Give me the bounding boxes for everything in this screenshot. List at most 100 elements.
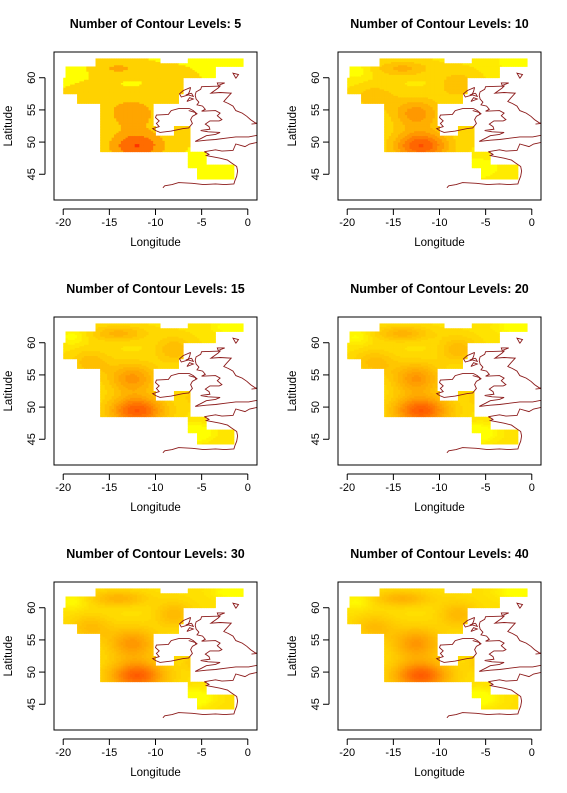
plot-frame [337,581,542,731]
x-tick-label: 0 [245,747,251,759]
x-axis-label: Longitude [130,767,181,779]
x-axis-label: Longitude [414,502,465,514]
x-axis-label: Longitude [414,767,465,779]
x-tick-label: 0 [529,747,535,759]
contour-panel-10: -20 -15 -10 -5 0 45 50 55 60 Number of Contour Le… [287,17,542,249]
x-tick-label: -20 [55,747,71,759]
y-axis: 45 50 55 60 [26,602,46,710]
y-tick-label: 55 [26,369,38,381]
y-tick-label: 55 [26,634,38,646]
x-tick-label: -15 [385,482,401,494]
x-tick-label: 0 [245,217,251,229]
y-tick-label: 60 [310,602,322,614]
x-tick-label: -15 [385,217,401,229]
x-axis: -20 -15 -10 -5 0 [339,208,535,229]
y-tick-label: 60 [310,337,322,349]
coastline [435,72,541,189]
plot-frame [53,581,258,731]
contour-panel-40: -20 -15 -10 -5 0 45 50 55 60 Number of Contour Le… [287,547,542,779]
plot-frame [337,316,542,466]
contour-fill [63,323,257,454]
x-tick-label: -20 [339,747,355,759]
y-tick-label: 50 [310,666,322,678]
y-tick-label: 45 [310,168,322,180]
x-tick-label: -15 [101,217,117,229]
y-tick-label: 45 [310,698,322,710]
y-tick-label: 60 [26,72,38,84]
panel-title: Number of Contour Levels: 30 [66,547,245,561]
contour-fill [347,58,541,189]
y-tick-label: 60 [310,72,322,84]
y-tick-label: 45 [26,168,38,180]
x-tick-label: -20 [339,482,355,494]
y-tick-label: 50 [310,401,322,413]
y-axis-label: Latitude [3,106,15,147]
y-tick-label: 55 [310,634,322,646]
y-axis: 45 50 55 60 [310,337,330,445]
coastline [151,72,257,189]
coastline [151,602,257,719]
x-tick-label: -10 [432,482,448,494]
x-tick-label: -5 [481,217,491,229]
x-axis-label: Longitude [130,237,181,249]
x-axis: -20 -15 -10 -5 0 [55,208,251,229]
y-tick-label: 55 [310,369,322,381]
panel-title: Number of Contour Levels: 40 [350,547,529,561]
x-tick-label: -5 [481,747,491,759]
y-tick-label: 50 [310,136,322,148]
x-axis-label: Longitude [130,502,181,514]
x-tick-label: -5 [197,217,207,229]
coastline [435,337,541,454]
contour-fill [63,588,257,719]
x-axis-label: Longitude [414,237,465,249]
x-axis: -20 -15 -10 -5 0 [55,738,251,759]
panel-title: Number of Contour Levels: 20 [350,282,529,296]
x-tick-label: -10 [432,217,448,229]
x-tick-label: -10 [148,217,164,229]
x-tick-label: -5 [481,482,491,494]
y-tick-label: 60 [26,337,38,349]
x-axis: -20 -15 -10 -5 0 [339,473,535,494]
y-axis: 45 50 55 60 [310,72,330,180]
x-tick-label: -10 [432,747,448,759]
y-tick-label: 55 [310,104,322,116]
contour-fill [347,588,541,719]
x-tick-label: -20 [55,482,71,494]
y-tick-label: 45 [310,433,322,445]
x-tick-label: 0 [529,482,535,494]
x-tick-label: -10 [148,482,164,494]
x-tick-label: -5 [197,747,207,759]
contour-panel-15: -20 -15 -10 -5 0 45 50 55 60 Number of Contour Le… [3,282,258,514]
y-tick-label: 60 [26,602,38,614]
coastline [151,337,257,454]
contour-panel-20: -20 -15 -10 -5 0 45 50 55 60 Number of Contour Le… [287,282,542,514]
y-axis-label: Latitude [3,636,15,677]
y-axis-label: Latitude [287,636,299,677]
x-axis: -20 -15 -10 -5 0 [55,473,251,494]
x-axis: -20 -15 -10 -5 0 [339,738,535,759]
contour-panel-30: -20 -15 -10 -5 0 45 50 55 60 Number of Contour Le… [3,547,258,779]
x-tick-label: -5 [197,482,207,494]
x-tick-label: -20 [339,217,355,229]
y-axis: 45 50 55 60 [26,72,46,180]
panel-title: Number of Contour Levels: 10 [350,17,529,31]
panel-title: Number of Contour Levels: 15 [66,282,245,296]
x-tick-label: -15 [385,747,401,759]
x-tick-label: 0 [245,482,251,494]
y-axis: 45 50 55 60 [310,602,330,710]
plot-frame [53,51,258,201]
coastline [435,602,541,719]
contour-fill [63,58,257,189]
y-tick-label: 45 [26,433,38,445]
y-tick-label: 50 [26,666,38,678]
x-tick-label: -15 [101,482,117,494]
y-axis: 45 50 55 60 [26,337,46,445]
plot-frame [337,51,542,201]
x-tick-label: -10 [148,747,164,759]
y-axis-label: Latitude [287,106,299,147]
panel-title: Number of Contour Levels: 5 [70,17,242,31]
plot-frame [53,316,258,466]
y-tick-label: 50 [26,136,38,148]
contour-panel-5: -20 -15 -10 -5 0 45 50 55 60 Number of Contour Le… [3,17,258,249]
